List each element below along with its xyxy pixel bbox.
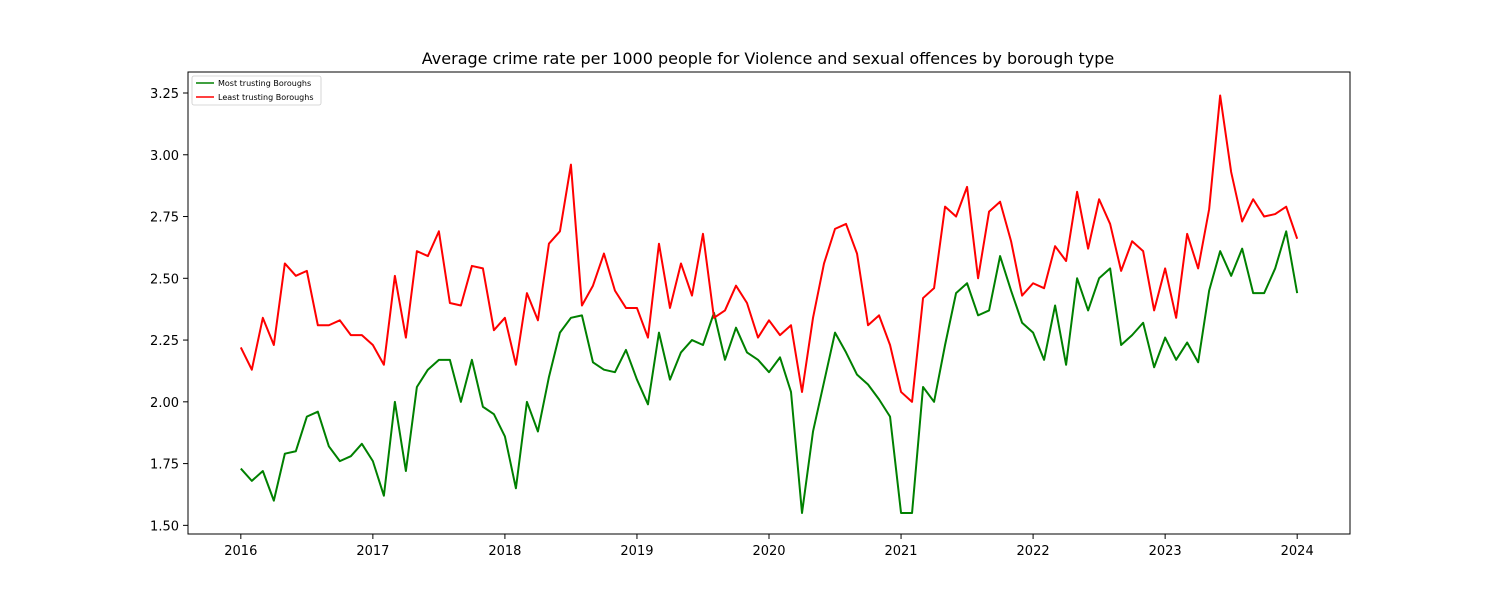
x-tick-label: 2017 [356, 544, 389, 559]
x-tick-label: 2018 [488, 544, 521, 559]
series-layer [239, 94, 1299, 514]
x-tick-label: 2023 [1149, 544, 1182, 559]
x-tick-label: 2020 [752, 544, 785, 559]
y-axis: 1.50 1.75 2.00 2.25 2.50 2.75 3.00 3.25 [150, 87, 188, 534]
chart-title: Average crime rate per 1000 people for V… [422, 49, 1114, 68]
x-tick-label: 2019 [620, 544, 653, 559]
y-tick-label: 2.50 [150, 272, 179, 287]
y-tick-label: 2.00 [150, 396, 179, 411]
y-tick-label: 1.75 [150, 458, 179, 473]
x-axis: 2016 2017 2018 2019 2020 2021 2022 2023 2024 [224, 534, 1314, 559]
x-tick-label: 2021 [884, 544, 917, 559]
legend-label-most-trusting: Most trusting Boroughs [218, 79, 311, 88]
y-tick-label: 3.25 [150, 87, 179, 102]
x-tick-label: 2024 [1281, 544, 1314, 559]
series-line-least-trusting [239, 94, 1299, 403]
y-tick-label: 1.50 [150, 519, 179, 534]
x-tick-label: 2022 [1017, 544, 1050, 559]
y-tick-label: 2.25 [150, 334, 179, 349]
legend: Most trusting Boroughs Least trusting Bo… [191, 75, 322, 106]
legend-label-least-trusting: Least trusting Boroughs [218, 93, 313, 102]
y-tick-label: 3.00 [150, 149, 179, 164]
y-tick-label: 2.75 [150, 211, 179, 226]
x-tick-label: 2016 [224, 544, 257, 559]
series-line-most-trusting [240, 230, 1299, 514]
legend-box [191, 75, 322, 106]
plot-frame [187, 71, 1351, 535]
